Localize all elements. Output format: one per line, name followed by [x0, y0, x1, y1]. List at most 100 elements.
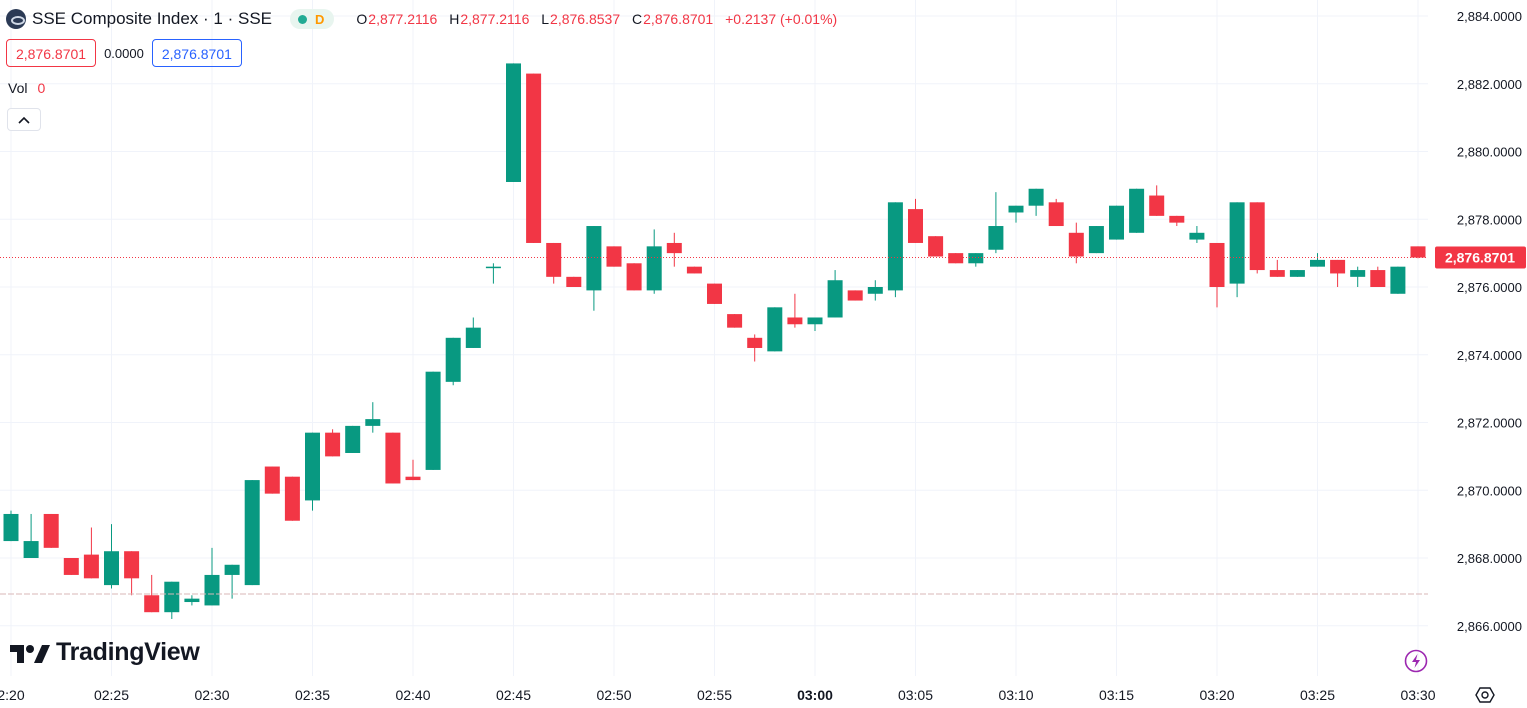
candle-body — [807, 317, 823, 325]
candle[interactable] — [83, 527, 99, 579]
candle[interactable] — [606, 246, 622, 267]
time-axis[interactable]: 2:20 02:25 02:30 02:35 02:40 02:45 02:50 02:55 0… — [0, 687, 1436, 703]
candle[interactable] — [1008, 205, 1024, 223]
candle[interactable] — [646, 229, 662, 294]
market-status[interactable]: D — [290, 9, 335, 29]
candle[interactable] — [626, 263, 642, 291]
candle[interactable] — [666, 232, 682, 267]
candle-body — [1088, 226, 1104, 254]
candle[interactable] — [244, 480, 260, 586]
candle[interactable] — [284, 476, 300, 521]
candle[interactable] — [908, 198, 923, 243]
candle[interactable] — [43, 513, 59, 548]
delayed-badge: D — [315, 11, 325, 27]
candle[interactable] — [63, 558, 79, 575]
symbol-legend: SSE Composite Index · 1 · SSE D O2,877.2… — [6, 8, 845, 30]
x-tick-label: 03:25 — [1300, 687, 1335, 703]
candle[interactable] — [767, 307, 783, 352]
candle[interactable] — [1289, 270, 1305, 277]
candle[interactable] — [1169, 215, 1185, 227]
close-value: 2,876.8701 — [643, 11, 714, 27]
candle-body — [867, 287, 883, 294]
candle[interactable] — [506, 63, 521, 182]
candle[interactable] — [485, 263, 501, 284]
candle[interactable] — [305, 432, 320, 511]
candle[interactable] — [365, 402, 381, 433]
y-tick-label: 2,866.0000 — [1457, 619, 1522, 634]
candle[interactable] — [727, 314, 743, 328]
candle[interactable] — [1028, 188, 1044, 216]
candle[interactable] — [686, 266, 702, 274]
close-label: C — [632, 11, 643, 27]
candle[interactable] — [1269, 259, 1285, 277]
collapse-legend-button[interactable] — [7, 108, 41, 131]
candle[interactable] — [867, 280, 883, 301]
candle[interactable] — [1249, 202, 1265, 274]
candle-body — [646, 246, 662, 291]
candle[interactable] — [827, 270, 843, 318]
candle[interactable] — [3, 510, 19, 542]
price-axis[interactable]: 2,884.0000 2,882.0000 2,880.0000 2,878.0000… — [1457, 9, 1522, 634]
candle[interactable] — [23, 513, 39, 558]
candle[interactable] — [707, 283, 722, 304]
sell-button[interactable]: 2,876.8701 — [6, 39, 97, 67]
candle[interactable] — [1209, 242, 1225, 308]
candle[interactable] — [1410, 246, 1426, 259]
candle[interactable] — [546, 242, 562, 284]
candle[interactable] — [968, 253, 984, 267]
candle[interactable] — [787, 293, 803, 328]
candle[interactable] — [847, 290, 863, 301]
candle-body — [727, 314, 743, 328]
candle[interactable] — [345, 425, 361, 453]
candle[interactable] — [586, 226, 602, 311]
candle[interactable] — [1129, 188, 1145, 233]
buy-button[interactable]: 2,876.8701 — [151, 39, 242, 67]
symbol-title[interactable]: SSE Composite Index · 1 · SSE — [32, 9, 272, 28]
candle[interactable] — [264, 466, 280, 494]
candle[interactable] — [1390, 266, 1406, 294]
candle[interactable] — [1088, 226, 1104, 254]
candle[interactable] — [1350, 266, 1366, 287]
candle[interactable] — [1068, 222, 1084, 264]
candle[interactable] — [1330, 259, 1346, 287]
candle-body — [606, 246, 622, 267]
candle[interactable] — [1149, 185, 1165, 216]
lightning-icon[interactable] — [1404, 649, 1428, 673]
candle[interactable] — [425, 371, 441, 470]
candle[interactable] — [1229, 202, 1245, 298]
candle[interactable] — [988, 192, 1004, 254]
candle[interactable] — [405, 459, 421, 481]
candle[interactable] — [1109, 205, 1124, 240]
candle[interactable] — [526, 73, 542, 243]
x-tick-label: 02:40 — [395, 687, 430, 703]
candle[interactable] — [887, 202, 903, 298]
candle[interactable] — [104, 524, 119, 589]
candle[interactable] — [566, 276, 582, 287]
candle[interactable] — [1310, 253, 1325, 267]
candle[interactable] — [144, 574, 160, 613]
candle[interactable] — [1370, 266, 1386, 287]
candle[interactable] — [204, 547, 220, 606]
candle[interactable] — [465, 317, 481, 348]
candle[interactable] — [325, 429, 341, 457]
candle[interactable] — [948, 253, 964, 264]
candle[interactable] — [385, 432, 401, 484]
candle[interactable] — [124, 551, 140, 596]
tradingview-logo[interactable]: TradingView — [10, 638, 200, 667]
volume-label: Vol — [8, 80, 28, 96]
candle[interactable] — [224, 564, 240, 599]
candle[interactable] — [1189, 226, 1205, 243]
candle[interactable] — [164, 581, 180, 619]
candle[interactable] — [184, 595, 200, 606]
candle-body — [1149, 195, 1165, 216]
candle[interactable] — [747, 334, 763, 362]
candle-body — [1330, 259, 1346, 274]
candle[interactable] — [928, 236, 944, 257]
candle[interactable] — [445, 337, 461, 386]
axis-settings-icon[interactable] — [1474, 684, 1496, 706]
candle[interactable] — [807, 317, 823, 332]
candle-body — [204, 574, 220, 606]
candle-body — [244, 480, 260, 586]
candle[interactable] — [1048, 198, 1064, 227]
